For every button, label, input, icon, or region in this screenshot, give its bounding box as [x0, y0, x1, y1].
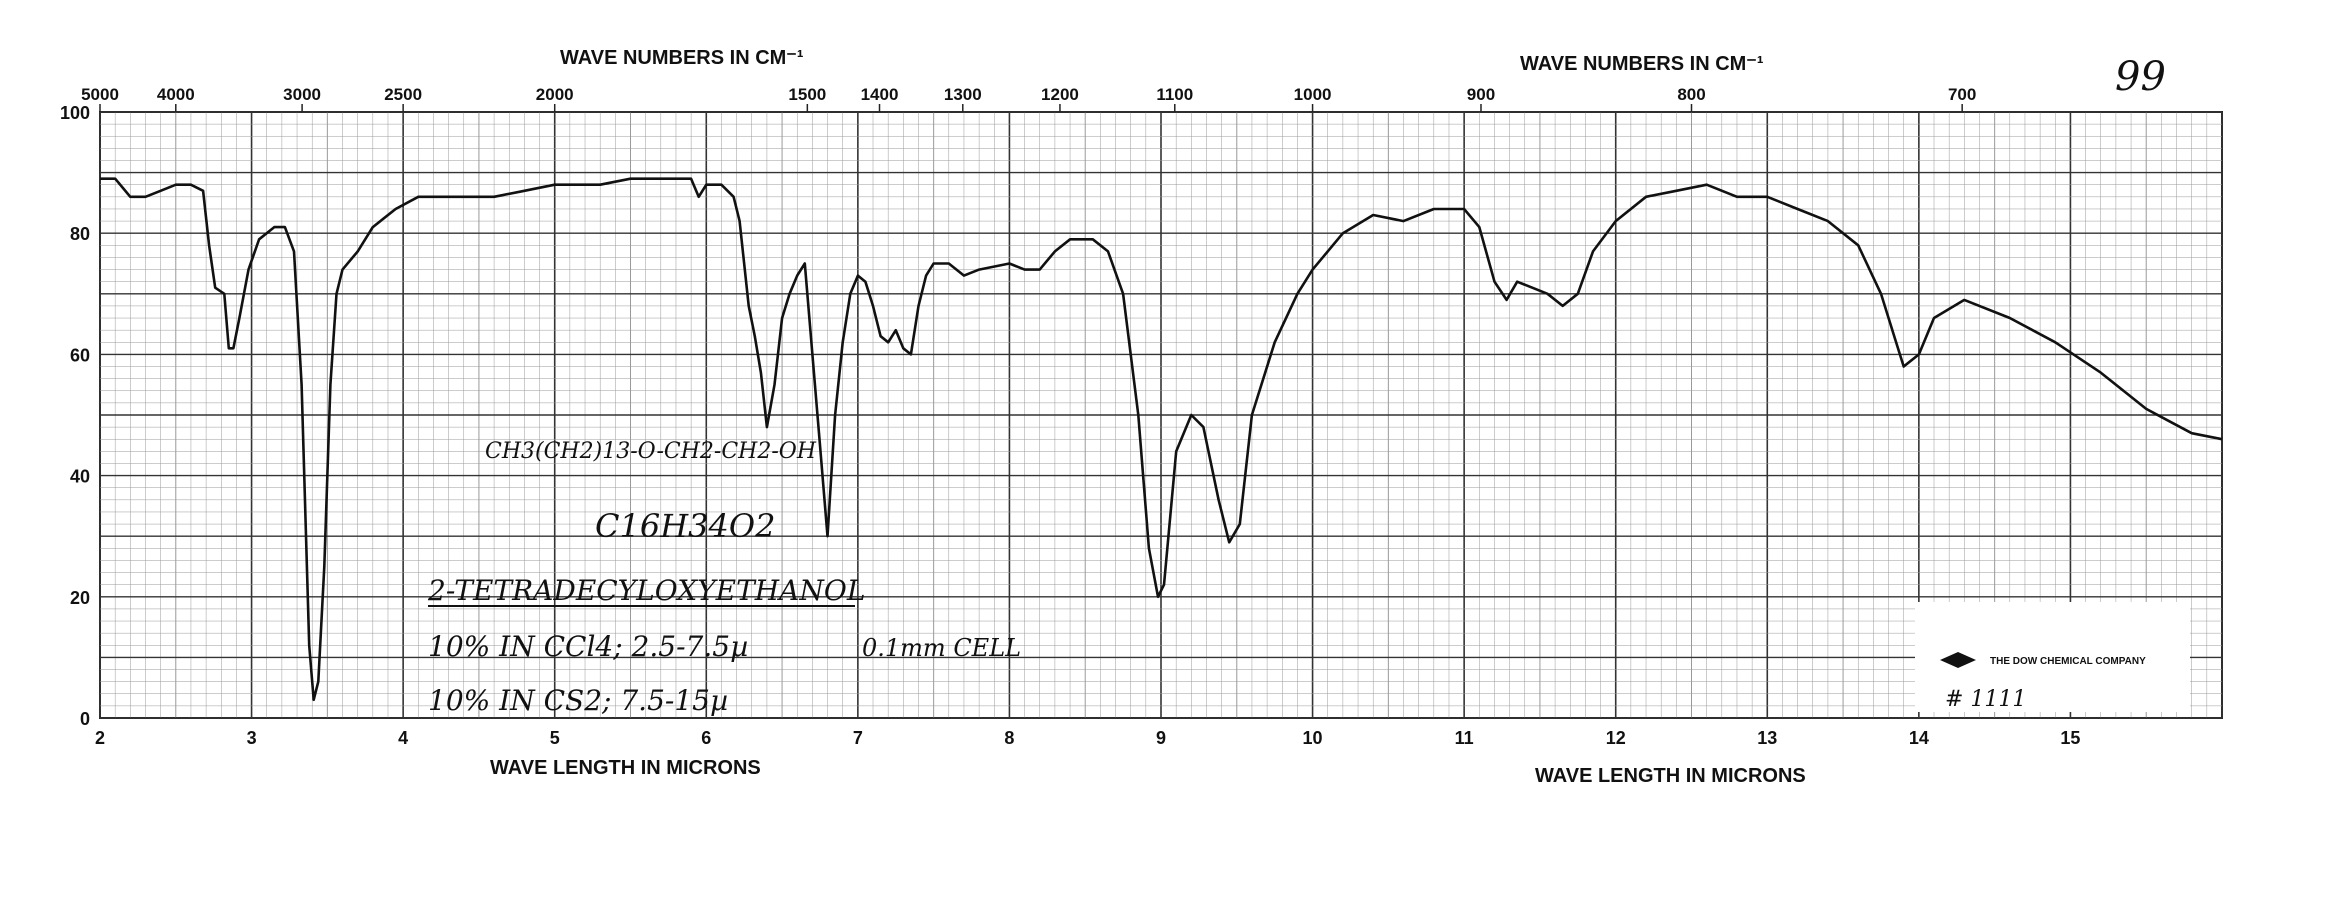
- sheet-number: 99: [2115, 54, 2166, 100]
- y-tick-label: 0: [80, 709, 90, 729]
- y-tick-label: 60: [70, 345, 90, 365]
- spectrum-trace: [100, 177, 2223, 702]
- x-axis-ticks: 2 3 4 5 6 7 8 9 10 11 12 13 14 15: [95, 728, 2080, 748]
- x-tick-label: 13: [1757, 728, 1777, 748]
- y-tick-label: 20: [70, 588, 90, 608]
- x-tick-label: 6: [701, 728, 711, 748]
- chart-grid: [99, 111, 2223, 719]
- y-tick-label: 40: [70, 467, 90, 487]
- wavenumber-tick-label: 900: [1467, 85, 1495, 104]
- x-tick-label: 7: [853, 728, 863, 748]
- wavenumber-tick-label: 1000: [1294, 85, 1332, 104]
- cell-thickness-annotation: 0.1mm CELL: [862, 634, 1021, 662]
- x-tick-label: 11: [1455, 728, 1474, 748]
- company-name: THE DOW CHEMICAL COMPANY: [1990, 656, 2146, 667]
- wavenumber-tick-label: 2500: [384, 85, 422, 104]
- x-tick-label: 2: [95, 728, 105, 748]
- wavenumber-tick-label: 3000: [283, 85, 321, 104]
- cell-condition-2: 10% IN CS2; 7.5-15µ: [428, 684, 728, 717]
- wavenumber-tick-label: 700: [1948, 85, 1976, 104]
- x-tick-label: 4: [398, 728, 408, 748]
- wavenumber-tick-label: 1200: [1041, 85, 1079, 104]
- wavenumber-tick-label: 1300: [944, 85, 982, 104]
- wavenumber-tick-label: 4000: [157, 85, 195, 104]
- x-tick-label: 9: [1156, 728, 1166, 748]
- company-stamp: THE DOW CHEMICAL COMPANY # 1111: [1915, 602, 2190, 712]
- compound-name-annotation: 2-TETRADECYLOXYETHANOL: [427, 574, 865, 607]
- wavenumber-tick-label: 5000: [81, 85, 119, 104]
- wavenumber-axis-ticks: 5000 4000 3000 2500 2000 1500 1400 1300 1200 1100…: [81, 85, 1976, 112]
- wavenumber-tick-label: 800: [1677, 85, 1705, 104]
- wavenumber-tick-label: 1500: [788, 85, 826, 104]
- x-tick-label: 15: [2060, 728, 2080, 748]
- formula-annotation: C16H34O2: [595, 507, 775, 545]
- diamond-logo-icon: [1940, 652, 1976, 668]
- top-axis-label-right: WAVE NUMBERS IN CM⁻¹: [1520, 53, 1764, 75]
- wavenumber-tick-label: 2000: [536, 85, 574, 104]
- x-tick-label: 12: [1606, 728, 1626, 748]
- x-tick-label: 8: [1004, 728, 1014, 748]
- x-tick-label: 14: [1909, 728, 1929, 748]
- x-tick-label: 10: [1303, 728, 1323, 748]
- bottom-axis-label-left: WAVE LENGTH IN MICRONS: [490, 757, 761, 779]
- y-tick-label: 100: [60, 103, 90, 123]
- bottom-axis-label-right: WAVE LENGTH IN MICRONS: [1535, 765, 1806, 787]
- y-axis-ticks: 0 20 40 60 80 100: [60, 103, 90, 729]
- y-tick-label: 80: [70, 224, 90, 244]
- structure-annotation: CH3(CH2)13-O-CH2-CH2-OH: [485, 439, 817, 464]
- stamp-number: # 1111: [1945, 687, 2026, 712]
- wavenumber-tick-label: 1400: [861, 85, 899, 104]
- cell-condition-1: 10% IN CCl4; 2.5-7.5µ: [428, 630, 748, 663]
- top-axis-label-left: WAVE NUMBERS IN CM⁻¹: [560, 47, 804, 69]
- x-tick-label: 3: [247, 728, 257, 748]
- wavenumber-tick-label: 1100: [1156, 85, 1193, 104]
- x-tick-label: 5: [550, 728, 560, 748]
